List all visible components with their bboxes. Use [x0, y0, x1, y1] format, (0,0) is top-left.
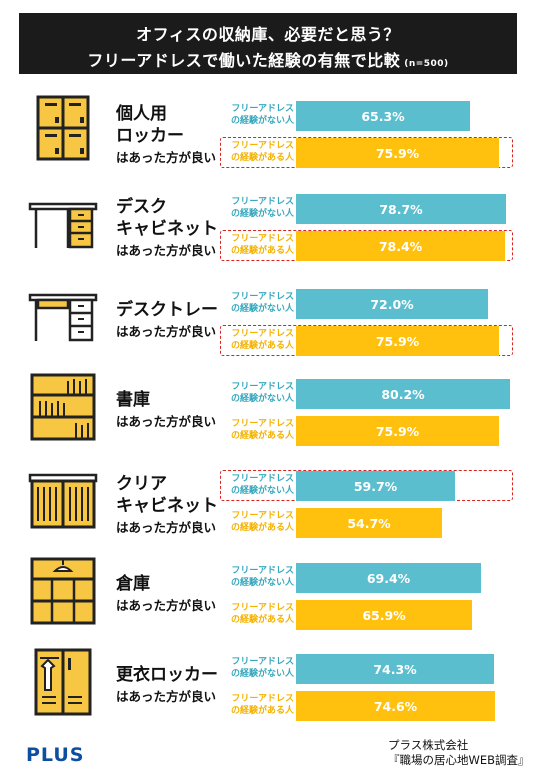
- category-label: 更衣ロッカーはあった方が良い: [116, 664, 218, 708]
- chart-header: オフィスの収納庫、必要だと思う？ フリーアドレスで働いた経験の有無で比較 (n=5…: [19, 13, 517, 74]
- bar-row: フリーアドレス の経験がない人 59.7%: [222, 471, 512, 503]
- category-name: 個人用: [116, 104, 167, 124]
- category-name: クリア: [116, 474, 167, 494]
- desk-cabinet-icon: [28, 186, 98, 256]
- bar-row: フリーアドレス の経験がある人 54.7%: [222, 508, 512, 540]
- changing-locker-icon: [28, 646, 98, 716]
- category-subtitle: はあった方が良い: [116, 520, 217, 535]
- category-name: 書庫: [116, 390, 150, 410]
- bar-value-label: 78.4%: [378, 239, 423, 254]
- series-label: フリーアドレス の経験がない人: [230, 657, 294, 679]
- storehouse-icon: [28, 555, 98, 625]
- bar: [296, 508, 442, 538]
- sample-size-note: (n=500): [404, 59, 449, 69]
- bar: [296, 101, 470, 131]
- bar-value-label: 65.3%: [361, 109, 405, 124]
- category-subtitle: はあった方が良い: [116, 598, 217, 613]
- bar-value-label: 75.9%: [375, 424, 420, 439]
- category-label: デスクトレーはあった方が良い: [116, 299, 218, 343]
- series-label: フリーアドレス の経験がない人: [230, 566, 294, 588]
- clear-cabinet-icon: [28, 463, 98, 533]
- bar-value-label: 72.0%: [370, 297, 414, 312]
- series-label: フリーアドレス の経験がない人: [230, 292, 294, 314]
- bar-row: フリーアドレス の経験がない人 74.3%: [222, 654, 512, 686]
- plus-logo: PLUS: [26, 744, 85, 766]
- series-label: フリーアドレス の経験がない人: [230, 382, 294, 404]
- chart-subtitle: フリーアドレスで働いた経験の有無で比較 (n=500): [19, 47, 517, 71]
- category-name: ロッカー: [116, 126, 184, 146]
- bar-row: フリーアドレス の経験がある人 75.9%: [222, 138, 512, 170]
- chart-title: オフィスの収納庫、必要だと思う？: [136, 25, 400, 44]
- category-subtitle: はあった方が良い: [116, 324, 217, 339]
- bar-row: フリーアドレス の経験がある人 78.4%: [222, 231, 512, 263]
- bar-row: フリーアドレス の経験がある人 75.9%: [222, 326, 512, 358]
- bar-value-label: 54.7%: [347, 516, 391, 531]
- bar-row: フリーアドレス の経験がない人 69.4%: [222, 563, 512, 595]
- series-label: フリーアドレス の経験がない人: [230, 197, 294, 219]
- category-name: デスク: [116, 197, 167, 217]
- bar: [296, 691, 495, 721]
- bar: [296, 563, 481, 593]
- category-name: キャビネット: [116, 219, 218, 239]
- bar-row: フリーアドレス の経験がない人 80.2%: [222, 379, 512, 411]
- series-label: フリーアドレス の経験がある人: [230, 603, 294, 625]
- bar-row: フリーアドレス の経験がない人 78.7%: [222, 194, 512, 226]
- series-label: フリーアドレス の経験がある人: [230, 419, 294, 441]
- bar: [296, 194, 506, 224]
- bar-row: フリーアドレス の経験がない人 72.0%: [222, 289, 512, 321]
- bar-value-label: 75.9%: [375, 334, 420, 349]
- source-credit: プラス株式会社 『職場の居心地WEB調査』: [388, 738, 530, 768]
- series-label: フリーアドレス の経験がある人: [230, 141, 294, 163]
- locker-icon: [28, 93, 98, 163]
- bar: [296, 289, 488, 319]
- series-label: フリーアドレス の経験がない人: [230, 104, 294, 126]
- bar: [296, 654, 494, 684]
- bar-row: フリーアドレス の経験がある人 65.9%: [222, 600, 512, 632]
- category-subtitle: はあった方が良い: [116, 150, 217, 165]
- bar: [296, 416, 499, 446]
- bar-value-label: 80.2%: [381, 387, 425, 402]
- bar-row: フリーアドレス の経験がある人 75.9%: [222, 416, 512, 448]
- series-label: フリーアドレス の経験がある人: [230, 329, 294, 351]
- category-subtitle: はあった方が良い: [116, 243, 217, 258]
- series-label: フリーアドレス の経験がある人: [230, 234, 294, 256]
- bookshelf-icon: [28, 371, 98, 441]
- bar: [296, 326, 499, 356]
- bar-value-label: 78.7%: [379, 202, 423, 217]
- series-label: フリーアドレス の経験がある人: [230, 511, 294, 533]
- bar-value-label: 74.6%: [373, 699, 418, 714]
- bar-row: フリーアドレス の経験がある人 74.6%: [222, 691, 512, 723]
- bar: [296, 138, 499, 168]
- desk-tray-icon: [28, 281, 98, 351]
- survey-name: 『職場の居心地WEB調査』: [388, 753, 530, 767]
- category-label: 個人用 ロッカーはあった方が良い: [116, 103, 216, 169]
- category-subtitle: はあった方が良い: [116, 414, 217, 429]
- bar-value-label: 69.4%: [366, 571, 411, 586]
- category-label: クリア キャビネットはあった方が良い: [116, 473, 218, 539]
- series-label: フリーアドレス の経験がある人: [230, 694, 294, 716]
- bar-value-label: 74.3%: [373, 662, 417, 677]
- company-name: プラス株式会社: [388, 738, 469, 752]
- bar: [296, 471, 455, 501]
- category-name: 更衣ロッカー: [116, 665, 218, 685]
- bar-row: フリーアドレス の経験がない人 65.3%: [222, 101, 512, 133]
- series-label: フリーアドレス の経験がない人: [230, 474, 294, 496]
- bar-value-label: 75.9%: [375, 146, 420, 161]
- category-name: キャビネット: [116, 496, 218, 516]
- bar: [296, 231, 505, 261]
- category-label: 倉庫はあった方が良い: [116, 573, 216, 617]
- chart-subtitle-text: フリーアドレスで働いた経験の有無で比較: [87, 51, 401, 70]
- bar: [296, 379, 510, 409]
- category-label: 書庫はあった方が良い: [116, 389, 216, 433]
- category-subtitle: はあった方が良い: [116, 689, 217, 704]
- category-name: デスクトレー: [116, 300, 218, 320]
- category-name: 倉庫: [116, 574, 150, 594]
- bar-value-label: 59.7%: [353, 479, 398, 494]
- category-label: デスク キャビネットはあった方が良い: [116, 196, 218, 262]
- bar: [296, 600, 472, 630]
- bar-value-label: 65.9%: [362, 608, 406, 623]
